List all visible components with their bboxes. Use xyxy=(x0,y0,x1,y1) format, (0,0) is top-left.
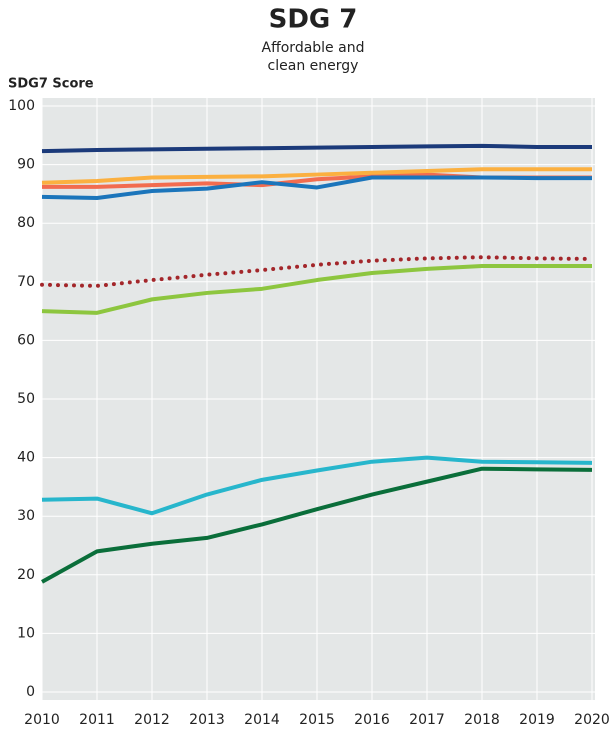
y-axis-label: SDG7 Score xyxy=(8,77,94,92)
y-tick-label: 80 xyxy=(17,215,35,231)
y-tick-label: 20 xyxy=(17,567,35,583)
x-tick-label: 2011 xyxy=(79,712,115,728)
lines xyxy=(40,143,594,584)
y-tick-label: 60 xyxy=(17,332,35,348)
x-tick-label: 2014 xyxy=(244,712,280,728)
x-tick-label: 2010 xyxy=(24,712,60,728)
chart-subtitle: Affordable and xyxy=(262,40,365,56)
y-tick-label: 90 xyxy=(17,157,35,173)
x-tick-label: 2015 xyxy=(299,712,335,728)
x-tick-label: 2017 xyxy=(409,712,445,728)
chart-title: SDG 7 xyxy=(269,5,358,35)
series-line xyxy=(41,455,593,516)
x-tick-label: 2012 xyxy=(134,712,170,728)
x-tick-label: 2020 xyxy=(574,712,610,728)
series-line xyxy=(41,263,592,315)
series-line xyxy=(41,466,593,584)
series-line xyxy=(41,143,592,154)
chart-subtitle: clean energy xyxy=(268,58,359,74)
y-tick-label: 70 xyxy=(17,274,35,290)
y-tick-label: 50 xyxy=(17,391,35,407)
y-tick-label: 30 xyxy=(17,508,35,524)
series-line xyxy=(41,175,592,201)
y-tick-label: 0 xyxy=(26,684,35,700)
y-tick-label: 100 xyxy=(8,98,35,114)
grid xyxy=(41,98,595,700)
x-tick-label: 2018 xyxy=(464,712,500,728)
series-line xyxy=(41,167,592,185)
y-tick-label: 10 xyxy=(17,625,35,641)
x-tick-label: 2016 xyxy=(354,712,390,728)
x-tick-label: 2013 xyxy=(189,712,225,728)
y-tick-label: 40 xyxy=(17,450,35,466)
x-tick-label: 2019 xyxy=(519,712,555,728)
